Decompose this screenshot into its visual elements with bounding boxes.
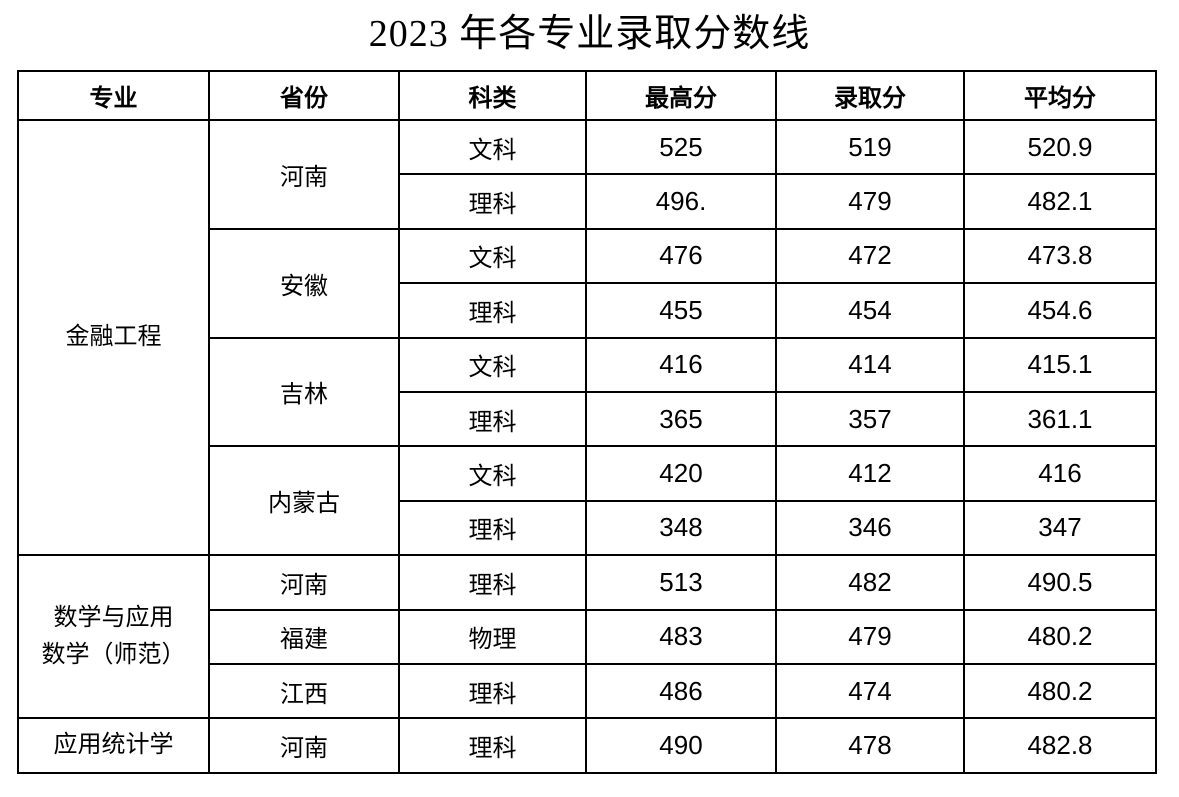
header-province: 省份 (208, 70, 400, 121)
max-score-cell: 486 (585, 662, 777, 720)
avg-score-cell: 480.2 (963, 608, 1157, 665)
header-subject-type: 科类 (398, 70, 587, 121)
province-cell: 河南 (208, 119, 400, 230)
max-score-cell: 476 (585, 227, 777, 285)
avg-score-cell: 480.2 (963, 662, 1157, 720)
subject-cell: 文科 (398, 336, 587, 393)
subject-cell: 理科 (398, 499, 587, 557)
admit-score-cell: 482 (775, 554, 965, 611)
admit-score-cell: 478 (775, 717, 965, 774)
major-cell: 金融工程 (17, 118, 210, 557)
table-row: 福建 物理 483 479 480.2 (18, 608, 1157, 665)
province-cell: 内蒙古 (208, 445, 400, 557)
max-score-cell: 455 (585, 282, 777, 339)
avg-score-cell: 473.8 (963, 227, 1157, 285)
table-row: 金融工程 河南 文科 525 519 520.9 (17, 118, 1157, 557)
subject-cell: 文科 (398, 227, 587, 285)
admit-score-cell: 454 (775, 282, 965, 339)
table-body: 金融工程 河南 文科 525 519 520.9 理科 496. 479 482.1 安徽 文科 476… (17, 118, 1157, 774)
table-row: 安徽 文科 476 472 473.8 (18, 227, 1157, 339)
header-admit-score: 录取分 (775, 70, 965, 121)
subject-cell: 文科 (398, 445, 587, 502)
subject-cell: 文科 (398, 118, 587, 176)
province-cell: 福建 (208, 608, 400, 665)
header-max-score: 最高分 (585, 70, 777, 121)
admit-score-cell: 519 (775, 118, 965, 176)
max-score-cell: 416 (585, 336, 777, 393)
admit-score-cell: 474 (775, 662, 965, 720)
admit-score-cell: 412 (775, 445, 965, 502)
table-row: 理科 348 346 347 (18, 499, 1157, 557)
subject-cell: 理科 (398, 390, 587, 448)
max-score-cell: 513 (585, 554, 777, 611)
avg-score-cell: 482.1 (963, 173, 1157, 230)
table-row: 数学与应用 数学（师范） 河南 理科 513 482 490.5 (17, 554, 1157, 720)
admission-scores-table: 专业 省份 科类 最高分 录取分 平均分 金融工程 河南 文科 525 519 520.9… (17, 70, 1157, 774)
province-cell: 安徽 (208, 227, 400, 339)
max-score-cell: 348 (585, 499, 777, 557)
table-row: 理科 365 357 361.1 (18, 390, 1157, 448)
table-row: 吉林 文科 416 414 415.1 (18, 336, 1157, 448)
subject-cell: 理科 (398, 662, 587, 720)
subject-cell: 理科 (398, 554, 587, 611)
admit-score-cell: 479 (775, 608, 965, 665)
province-cell: 吉林 (208, 336, 400, 448)
table-row: 理科 496. 479 482.1 (18, 173, 1157, 230)
avg-score-cell: 361.1 (963, 390, 1157, 448)
province-cell: 江西 (208, 662, 400, 720)
admit-score-cell: 357 (775, 390, 965, 448)
header-major: 专业 (17, 70, 210, 121)
avg-score-cell: 454.6 (963, 282, 1157, 339)
avg-score-cell: 520.9 (963, 118, 1157, 176)
table-row: 内蒙古 文科 420 412 416 (18, 445, 1157, 557)
table-row: 应用统计学 河南 理科 490 478 482.8 (17, 717, 1157, 774)
header-avg-score: 平均分 (963, 70, 1157, 121)
avg-score-cell: 347 (963, 499, 1157, 557)
subject-cell: 物理 (398, 608, 587, 665)
table-row: 理科 455 454 454.6 (18, 282, 1157, 339)
avg-score-cell: 490.5 (963, 554, 1157, 611)
admit-score-cell: 479 (775, 173, 965, 230)
max-score-cell: 490 (585, 717, 777, 774)
admit-score-cell: 414 (775, 336, 965, 393)
province-cell: 河南 (208, 717, 400, 774)
table-header-row: 专业 省份 科类 最高分 录取分 平均分 (17, 70, 1157, 121)
max-score-cell: 496. (585, 173, 777, 230)
max-score-cell: 525 (585, 118, 777, 176)
major-cell: 数学与应用 数学（师范） (17, 554, 210, 720)
avg-score-cell: 416 (963, 445, 1157, 502)
subject-cell: 理科 (398, 173, 587, 230)
max-score-cell: 365 (585, 390, 777, 448)
page-title: 2023 年各专业录取分数线 (368, 13, 811, 55)
avg-score-cell: 482.8 (963, 717, 1157, 774)
table-row: 江西 理科 486 474 480.2 (18, 662, 1157, 720)
major-cell: 应用统计学 (17, 717, 210, 774)
admit-score-cell: 472 (775, 227, 965, 285)
subject-cell: 理科 (398, 282, 587, 339)
province-cell: 河南 (208, 554, 400, 611)
max-score-cell: 420 (585, 445, 777, 502)
subject-cell: 理科 (398, 717, 587, 774)
admit-score-cell: 346 (775, 499, 965, 557)
avg-score-cell: 415.1 (963, 336, 1157, 393)
max-score-cell: 483 (585, 608, 777, 665)
